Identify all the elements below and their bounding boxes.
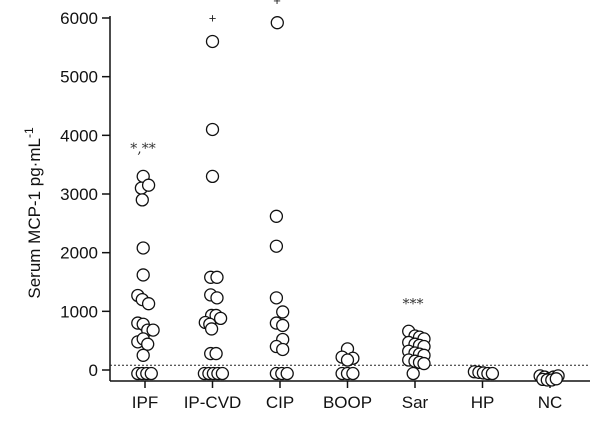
data-point: [276, 318, 290, 333]
y-axis: 0 1000 2000 3000 4000 5000 6000: [60, 9, 111, 381]
y-tick-label: 1000: [60, 302, 98, 321]
data-point: [417, 356, 431, 371]
data-point: [406, 366, 420, 381]
data-point: [135, 193, 149, 207]
data-point: [204, 322, 219, 336]
data-points: [110, 16, 590, 387]
data-point: [205, 169, 220, 184]
data-point: [136, 268, 150, 282]
data-point: [209, 346, 223, 361]
data-point: [269, 209, 284, 223]
x-axis: IPF IP-CVD CIP BOOP Sar HP NC: [110, 380, 590, 412]
y-tick-label: 6000: [60, 9, 98, 28]
category-label: IP-CVD: [184, 393, 242, 412]
y-tick-label: 5000: [60, 68, 98, 87]
data-point: [141, 178, 156, 192]
significance-annotation: ***: [403, 296, 424, 312]
data-point: [205, 34, 220, 49]
data-point: [215, 366, 230, 381]
data-point: [213, 311, 228, 326]
significance-annotation: +: [209, 11, 217, 26]
data-point: [146, 323, 160, 337]
data-point: [141, 337, 155, 351]
category-label: NC: [538, 393, 563, 412]
y-tick-label: 0: [89, 361, 98, 380]
data-point: [549, 372, 563, 386]
significance-annotation: *,**: [130, 141, 155, 157]
category-label: CIP: [266, 393, 294, 412]
y-tick-label: 4000: [60, 126, 98, 145]
data-point: [340, 353, 355, 367]
data-point: [141, 297, 156, 311]
significance-annotation: +: [273, 0, 281, 8]
data-point: [276, 305, 290, 319]
annotations: *,** + + ***: [130, 0, 423, 312]
data-point: [346, 366, 360, 381]
data-point: [485, 366, 500, 381]
y-tick-label: 3000: [60, 185, 98, 204]
category-label: BOOP: [323, 393, 372, 412]
data-point: [210, 270, 224, 284]
data-point: [205, 122, 220, 137]
data-point: [136, 348, 150, 362]
category-label: HP: [471, 393, 495, 412]
data-point: [280, 366, 294, 381]
data-point: [210, 291, 224, 305]
category-label: Sar: [402, 393, 429, 412]
data-point: [269, 291, 284, 305]
data-point: [144, 366, 158, 381]
data-point: [136, 241, 150, 255]
data-point: [276, 342, 290, 357]
y-axis-label: Serum MCP-1 pg·mL-1: [22, 127, 44, 299]
category-label: IPF: [132, 393, 158, 412]
y-tick-label: 2000: [60, 244, 98, 263]
data-point: [270, 16, 284, 30]
data-point: [269, 239, 284, 253]
